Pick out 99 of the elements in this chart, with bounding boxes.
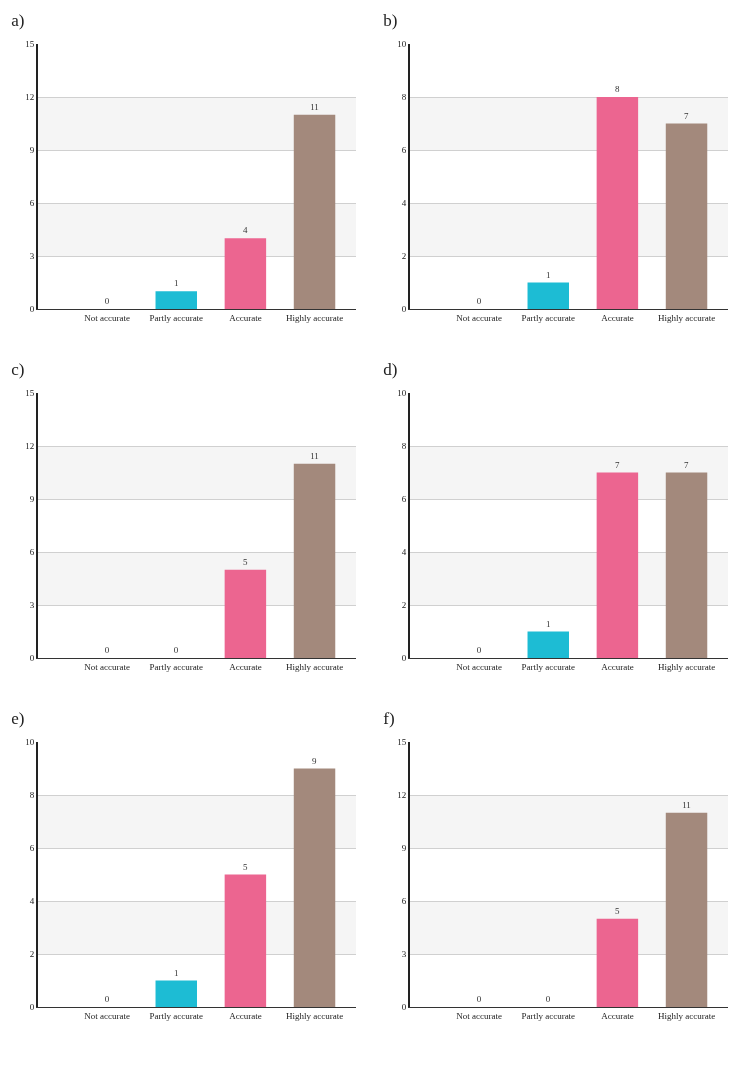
y-tick-label: 9 [29, 494, 35, 505]
y-tick-label: 2 [401, 600, 407, 611]
bar [293, 114, 336, 309]
x-tick-label: Partly accurate [149, 661, 204, 672]
x-tick-label: Accurate [601, 661, 634, 672]
data-label: 9 [312, 755, 318, 766]
y-tick-label: 9 [29, 145, 35, 156]
x-tick-label: Highly accurate [657, 312, 716, 323]
x-tick-label: Not accurate [84, 661, 130, 672]
y-tick-label: 4 [401, 198, 407, 209]
data-label: 11 [682, 799, 691, 810]
data-label: 7 [684, 459, 690, 470]
y-tick-label: 8 [401, 441, 407, 452]
y-tick-label: 6 [29, 843, 35, 854]
y-tick-label: 10 [397, 39, 407, 50]
data-label: 0 [104, 994, 110, 1004]
y-tick-label: 15 [397, 737, 407, 748]
x-tick-label: Partly accurate [521, 1010, 576, 1021]
y-tick-label: 0 [401, 653, 407, 664]
x-tick-label: Accurate [229, 1010, 262, 1021]
data-label: 0 [545, 994, 551, 1004]
chart-title: a) [11, 11, 25, 31]
y-tick-label: 0 [401, 1002, 407, 1013]
x-tick-label: Highly accurate [285, 312, 344, 323]
data-label: 7 [614, 459, 620, 470]
y-tick-label: 6 [401, 896, 407, 907]
data-label: 11 [310, 101, 319, 112]
x-tick-label: Not accurate [84, 312, 130, 323]
y-tick-label: 3 [29, 251, 35, 262]
x-tick-label: Accurate [601, 1010, 634, 1021]
y-tick-label: 10 [25, 737, 35, 748]
y-tick-label: 15 [25, 388, 35, 399]
x-tick-label: Partly accurate [521, 312, 576, 323]
y-tick-label: 3 [401, 949, 407, 960]
x-tick-label: Not accurate [456, 1010, 502, 1021]
y-tick-label: 4 [29, 896, 35, 907]
x-tick-label: Highly accurate [285, 1010, 344, 1021]
bar [155, 980, 197, 1007]
y-tick-label: 12 [25, 441, 35, 452]
y-tick-label: 2 [401, 251, 407, 262]
data-label: 0 [104, 296, 110, 306]
x-tick-label: Highly accurate [285, 661, 344, 672]
y-tick-label: 8 [29, 790, 35, 801]
x-tick-label: Not accurate [456, 312, 502, 323]
data-label: 0 [476, 296, 482, 306]
x-tick-label: Partly accurate [149, 1010, 204, 1021]
y-tick-label: 2 [29, 949, 35, 960]
y-tick-label: 3 [29, 600, 35, 611]
y-tick-label: 0 [29, 653, 35, 664]
y-tick-label: 0 [401, 304, 407, 315]
data-label: 0 [104, 645, 110, 655]
y-tick-label: 10 [397, 388, 407, 399]
bar [527, 282, 569, 309]
data-label: 7 [684, 110, 690, 121]
bar [293, 768, 336, 1007]
data-label: 1 [174, 278, 179, 289]
chart-title: d) [383, 360, 398, 380]
data-label: 5 [614, 905, 620, 916]
x-tick-label: Accurate [601, 312, 634, 323]
x-tick-label: Not accurate [456, 661, 502, 672]
x-tick-label: Not accurate [84, 1010, 130, 1021]
y-tick-label: 15 [25, 39, 35, 50]
data-label: 0 [476, 645, 482, 655]
x-tick-label: Accurate [229, 312, 262, 323]
chart-title: f) [383, 709, 395, 729]
y-tick-label: 6 [401, 494, 407, 505]
x-tick-label: Accurate [229, 661, 262, 672]
y-tick-label: 6 [29, 547, 35, 558]
data-label: 5 [242, 861, 248, 872]
chart-title: b) [383, 11, 398, 31]
y-tick-label: 12 [25, 92, 35, 103]
y-tick-label: 0 [29, 304, 35, 315]
bar [155, 291, 197, 309]
bar [224, 874, 267, 1007]
data-label: 5 [242, 556, 248, 567]
y-tick-label: 6 [401, 145, 407, 156]
data-label: 1 [174, 967, 179, 978]
y-tick-label: 0 [29, 1002, 35, 1013]
bar [224, 238, 267, 309]
x-tick-label: Highly accurate [657, 1010, 716, 1021]
y-tick-label: 4 [401, 547, 407, 558]
data-label: 4 [242, 225, 248, 236]
data-label: 1 [546, 618, 551, 629]
bar [596, 97, 639, 309]
x-tick-label: Highly accurate [657, 661, 716, 672]
data-label: 8 [614, 84, 620, 94]
y-tick-label: 6 [29, 198, 35, 209]
x-tick-label: Partly accurate [149, 312, 204, 323]
y-tick-label: 12 [397, 790, 407, 801]
x-tick-label: Partly accurate [521, 661, 576, 672]
data-label: 11 [310, 450, 319, 461]
data-label: 0 [173, 645, 179, 655]
y-tick-label: 8 [401, 92, 407, 103]
chart-title: c) [11, 360, 25, 380]
data-label: 0 [476, 994, 482, 1004]
data-label: 1 [546, 269, 551, 280]
chart-title: e) [11, 709, 25, 729]
bar [665, 123, 708, 309]
y-tick-label: 9 [401, 843, 407, 854]
